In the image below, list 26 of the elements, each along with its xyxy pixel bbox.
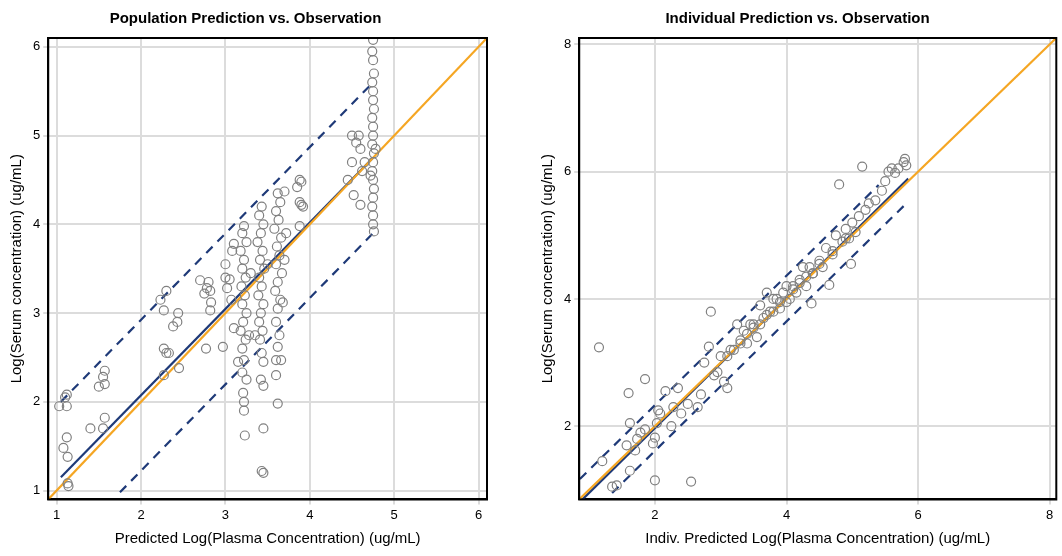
chart-title: Individual Prediction vs. Observation	[665, 9, 930, 27]
x-tick-label: 2	[137, 506, 145, 522]
y-tick-label: 1	[33, 482, 41, 498]
x-tick-label: 6	[474, 506, 483, 522]
x-tick-label: 6	[914, 506, 922, 522]
x-tick-label: 3	[221, 506, 230, 522]
y-tick-label: 4	[564, 290, 572, 306]
y-tick-label: 6	[33, 38, 41, 54]
x-tick-label: 1	[53, 506, 61, 522]
x-tick-label: 5	[390, 506, 398, 522]
x-axis-title: Predicted Log(Plasma Concentration) (ug/mL)	[114, 529, 421, 547]
x-axis-title: Indiv. Predicted Log(Plasma Concentration) (ug/mL)	[645, 529, 991, 547]
y-tick-label: 2	[564, 417, 572, 433]
x-tick-label: 8	[1046, 506, 1054, 522]
chart-title: Population Prediction vs. Observation	[109, 9, 382, 27]
x-tick-label: 4	[782, 506, 791, 522]
y-tick-label: 2	[33, 393, 41, 409]
y-axis-title: Log(Serum concentration) (ug/mL)	[538, 154, 556, 384]
y-tick-label: 8	[564, 35, 572, 51]
y-tick-label: 6	[564, 163, 572, 179]
y-tick-label: 4	[33, 215, 41, 231]
x-tick-label: 4	[306, 506, 314, 522]
x-tick-label: 2	[651, 506, 659, 522]
y-axis-title: Log(Serum concentration) (ug/mL)	[7, 154, 25, 384]
y-tick-label: 5	[33, 127, 41, 143]
y-tick-label: 3	[33, 304, 41, 320]
